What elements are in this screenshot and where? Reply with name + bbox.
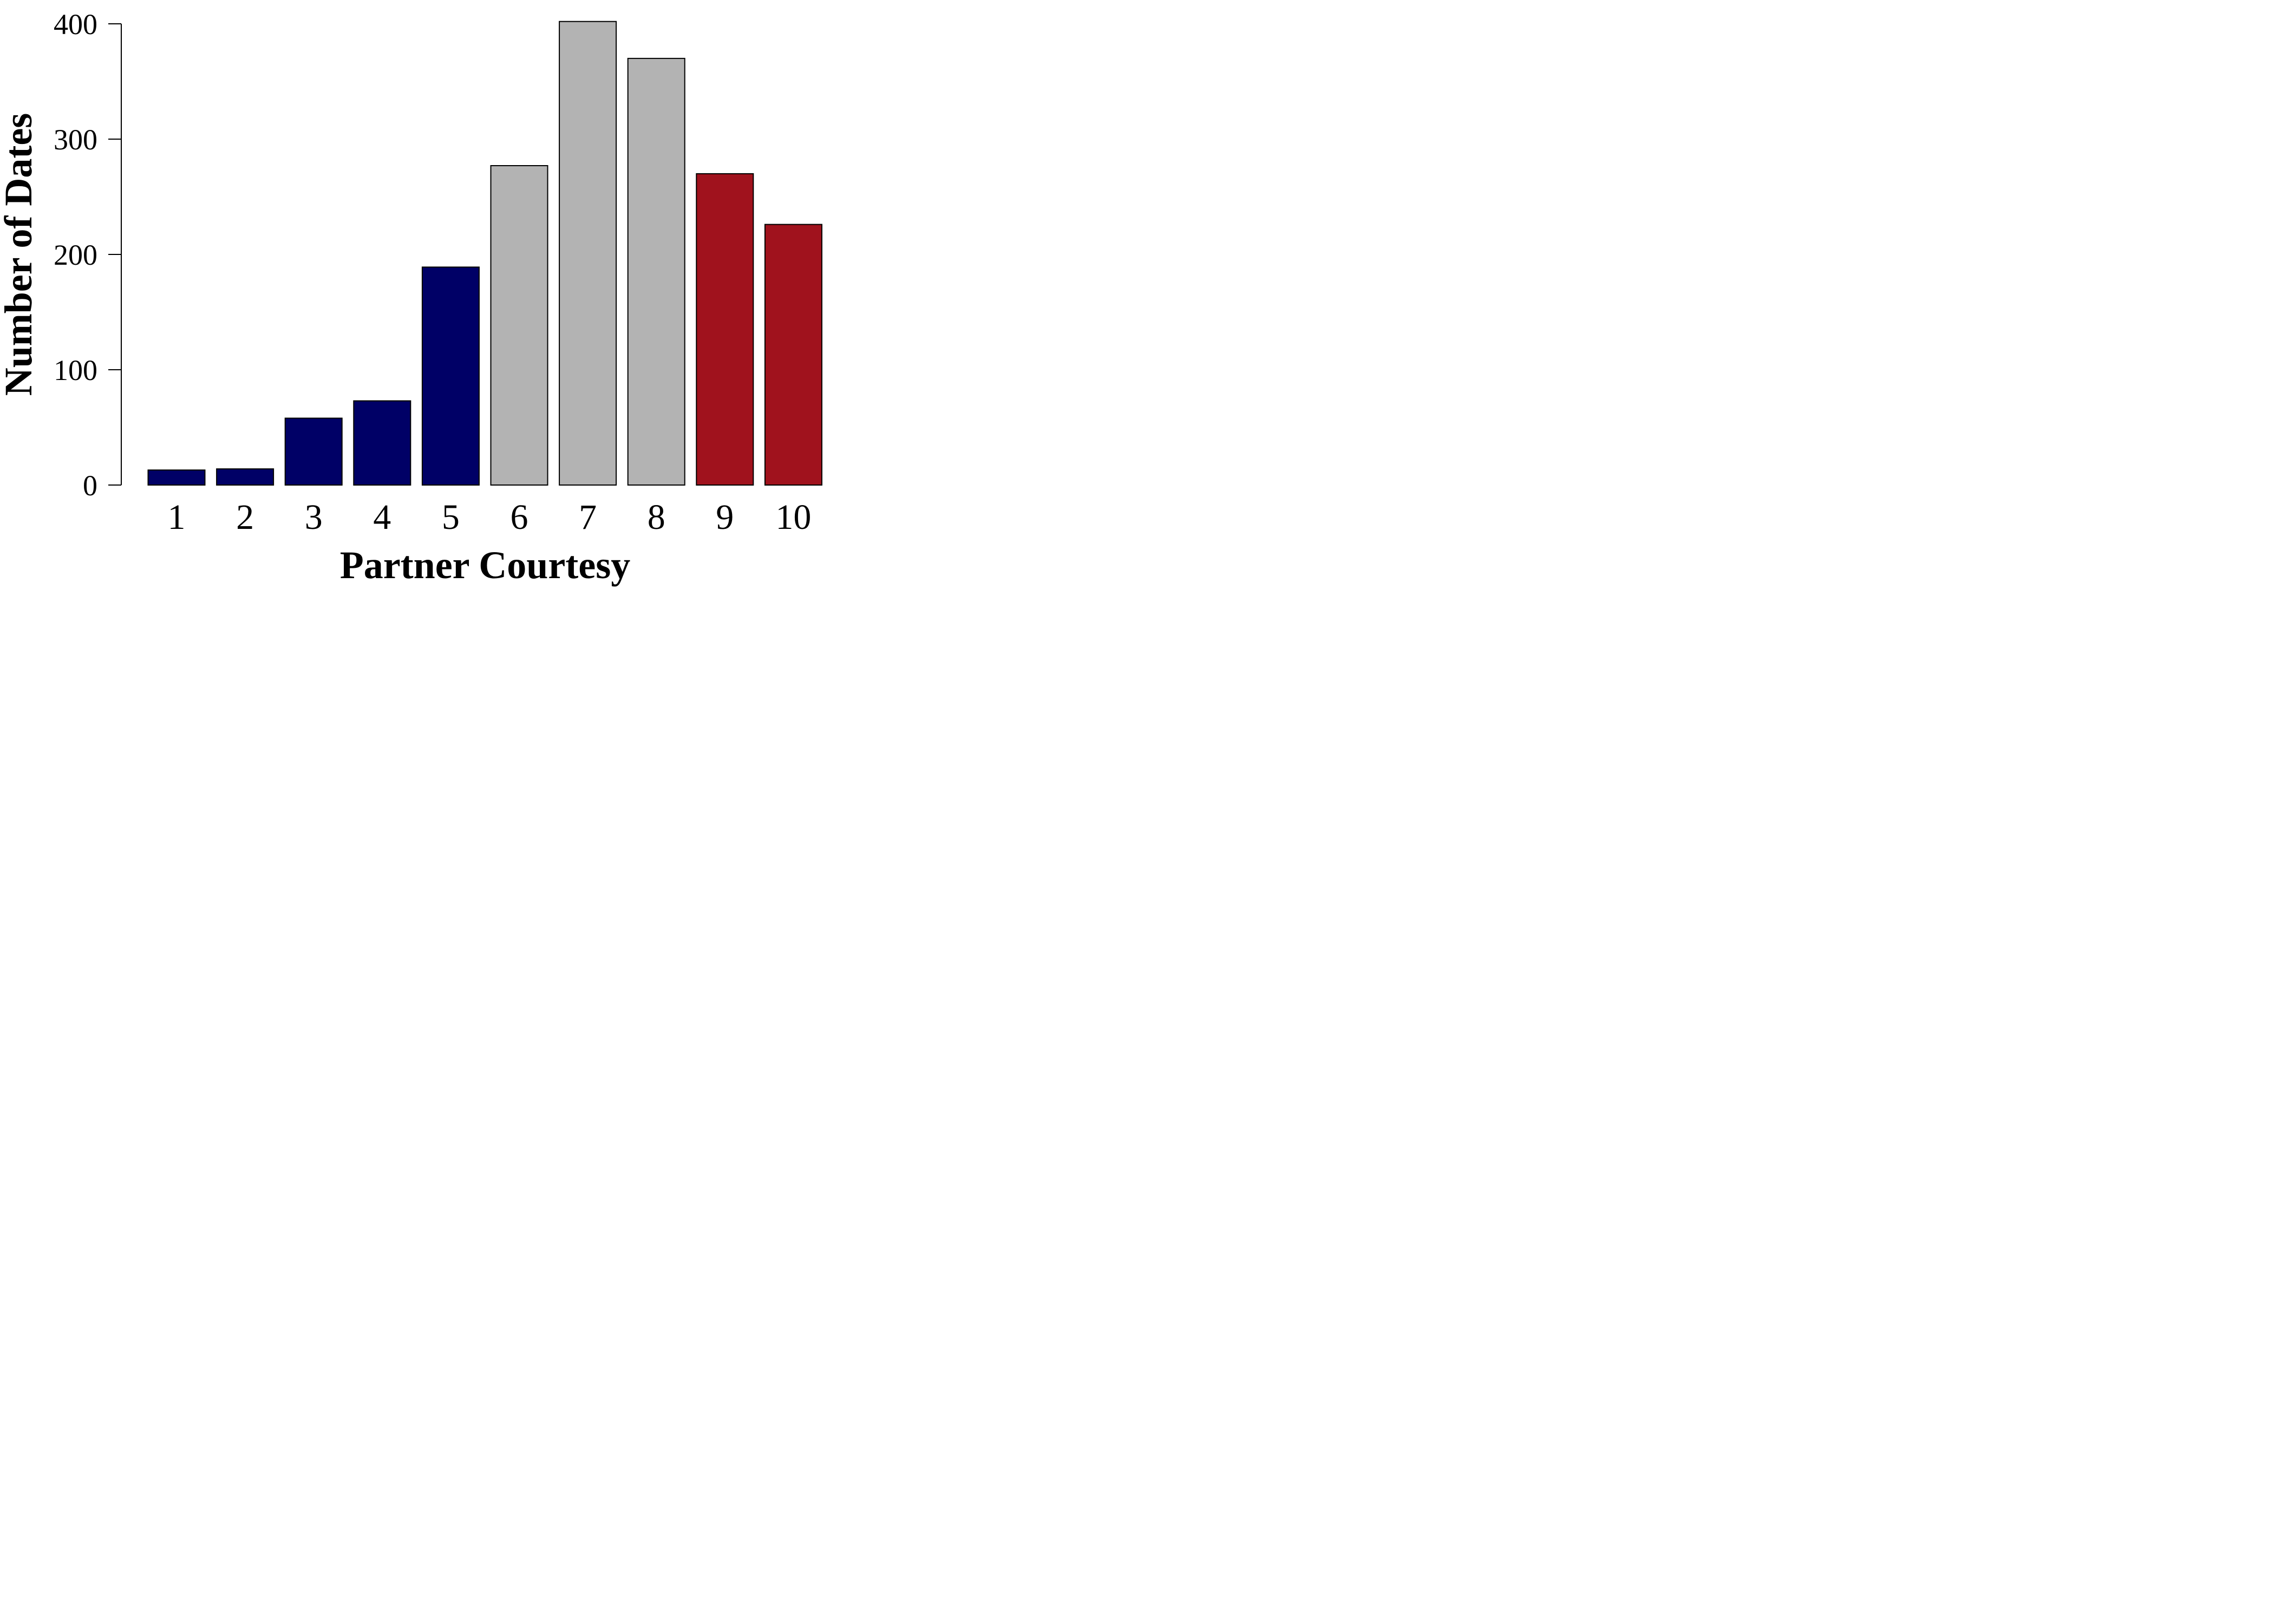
y-axis-tick-label: 400 (54, 8, 97, 41)
x-axis-tick-label: 10 (775, 497, 811, 537)
x-axis-tick-labels: 1 2 3 4 5 6 7 8 9 10 (168, 497, 812, 537)
bar-8 (627, 57, 685, 486)
bar-10 (764, 224, 822, 486)
bars (147, 21, 822, 486)
bar-4 (353, 400, 411, 486)
x-axis-tick-label: 3 (305, 497, 323, 537)
chart-canvas: 0 100 200 300 400 1 2 3 4 5 6 7 8 9 10 Partner Courte… (0, 8, 822, 587)
x-axis-tick-label: 7 (579, 497, 597, 537)
x-axis-tick-label: 2 (236, 497, 254, 537)
bar-chart: 0 100 200 300 400 1 2 3 4 5 6 7 8 9 10 Partner Courte… (0, 0, 849, 597)
x-axis-tick-label: 6 (511, 497, 528, 537)
y-axis: 0 100 200 300 400 (54, 8, 122, 502)
y-axis-tick-label: 300 (54, 123, 97, 156)
bar-1 (147, 469, 206, 486)
x-axis-tick-label: 5 (442, 497, 460, 537)
bar-2 (216, 468, 275, 486)
bar-7 (559, 21, 617, 486)
y-axis-tick-label: 100 (54, 354, 97, 387)
y-axis-tick-label: 200 (54, 239, 97, 271)
y-axis-title: Number of Dates (0, 113, 40, 396)
bar-3 (284, 417, 343, 486)
y-axis-tick-label: 0 (83, 469, 97, 502)
x-axis-tick-label: 4 (373, 497, 391, 537)
x-axis-tick-label: 8 (648, 497, 665, 537)
bar-9 (696, 173, 754, 486)
x-axis-tick-label: 9 (716, 497, 734, 537)
x-axis-title: Partner Courtesy (340, 543, 631, 587)
x-axis-tick-label: 1 (168, 497, 186, 537)
bar-6 (490, 165, 548, 486)
bar-5 (421, 266, 480, 486)
